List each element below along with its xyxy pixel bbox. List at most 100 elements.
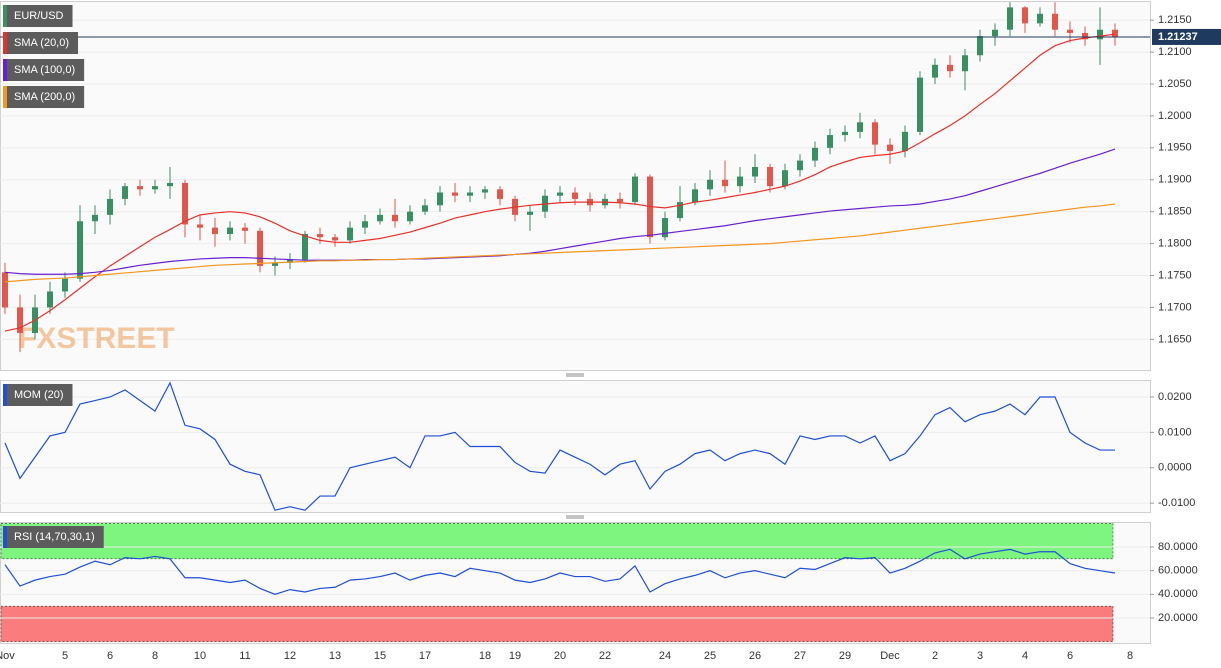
candle-body xyxy=(902,131,908,152)
y-tick-label: 1.2000 xyxy=(1158,110,1192,122)
series-line xyxy=(4,148,1116,275)
candle-body xyxy=(77,221,83,279)
x-tick-label: 2 xyxy=(932,650,938,662)
candle-body xyxy=(722,179,728,187)
candle-body xyxy=(1067,29,1073,33)
candle-body xyxy=(1022,7,1028,24)
candle-body xyxy=(212,227,218,235)
x-tick-label: 13 xyxy=(329,650,341,662)
y-tick-label: 1.1900 xyxy=(1158,174,1192,186)
candle-body xyxy=(992,29,998,37)
candle-body xyxy=(1097,29,1103,40)
y-tick-label: 1.1850 xyxy=(1158,206,1192,218)
y-tick-label: -0.0100 xyxy=(1158,497,1195,509)
candle-body xyxy=(782,170,788,187)
x-tick-label: Nov xyxy=(0,650,15,662)
y-tick-label: 1.1800 xyxy=(1158,238,1192,250)
candle-body xyxy=(932,64,938,78)
series-line xyxy=(4,33,1116,332)
legend-swatch xyxy=(3,86,7,108)
y-tick-label: 80.0000 xyxy=(1158,541,1198,553)
x-tick-label: 6 xyxy=(107,650,113,662)
legend-label: SMA (100,0) xyxy=(14,64,75,76)
candle-body xyxy=(797,160,803,171)
series-line xyxy=(4,548,1116,595)
candle-body xyxy=(332,237,338,241)
candle-body xyxy=(527,211,533,215)
legend-box xyxy=(3,5,73,27)
last-price-box xyxy=(1152,28,1221,45)
candle-body xyxy=(242,227,248,231)
y-tick-label: 1.1750 xyxy=(1158,269,1192,281)
candle-body xyxy=(857,122,863,132)
candle-body xyxy=(257,230,263,266)
candle-body xyxy=(107,198,113,215)
candle-body xyxy=(482,189,488,193)
candle-body xyxy=(377,214,383,222)
candle-body xyxy=(317,234,323,238)
candle-body xyxy=(2,272,8,308)
y-tick-label: 1.1650 xyxy=(1158,333,1192,345)
candle-body xyxy=(422,205,428,212)
candle-body xyxy=(872,122,878,145)
x-tick-label: 22 xyxy=(599,650,611,662)
candle-body xyxy=(557,192,563,196)
candle-body xyxy=(827,135,833,148)
panel-frame xyxy=(0,380,1151,513)
candle-body xyxy=(497,189,503,199)
x-tick-label: 4 xyxy=(1022,650,1028,662)
y-tick-label: 1.1700 xyxy=(1158,301,1192,313)
candle-body xyxy=(1052,13,1058,30)
candle-body xyxy=(677,202,683,219)
x-tick-label: 6 xyxy=(1067,650,1073,662)
x-tick-label: 26 xyxy=(749,650,761,662)
x-tick-label: 3 xyxy=(977,650,983,662)
x-tick-label: 19 xyxy=(509,650,521,662)
candle-body xyxy=(1112,29,1118,37)
candle-body xyxy=(92,214,98,222)
x-tick-label: 10 xyxy=(194,650,206,662)
candle-body xyxy=(812,147,818,161)
x-tick-label: 5 xyxy=(62,650,68,662)
y-tick-label: 1.2150 xyxy=(1158,14,1192,26)
zone-band xyxy=(0,523,1114,560)
candle-body xyxy=(842,131,848,136)
candle-body xyxy=(227,227,233,235)
legend-label: RSI (14,70,30,1) xyxy=(14,531,95,543)
x-tick-label: 29 xyxy=(839,650,851,662)
candle-body xyxy=(467,192,473,196)
y-tick-label: 1.2100 xyxy=(1158,46,1192,58)
x-tick-label: 11 xyxy=(239,650,250,662)
legend-label: EUR/USD xyxy=(14,10,64,22)
y-tick-label: 1.2050 xyxy=(1158,78,1192,90)
candle-body xyxy=(362,221,368,228)
panel-frame xyxy=(0,1,1151,371)
legend-label: SMA (200,0) xyxy=(14,91,75,103)
candle-body xyxy=(707,179,713,190)
legend-swatch xyxy=(3,384,7,406)
x-tick-label: 27 xyxy=(794,650,806,662)
candle-body xyxy=(437,192,443,206)
candle-body xyxy=(947,64,953,72)
candle-body xyxy=(752,166,758,177)
series-line xyxy=(4,203,1116,283)
candle-body xyxy=(977,36,983,56)
candle-body xyxy=(17,307,23,333)
candle-body xyxy=(152,186,158,190)
candle-body xyxy=(767,166,773,187)
legend-swatch xyxy=(3,32,7,54)
y-tick-label: 40.0000 xyxy=(1158,588,1198,600)
candle-body xyxy=(632,176,638,203)
candle-body xyxy=(287,259,293,263)
candle-body xyxy=(1082,32,1088,40)
candle-body xyxy=(347,227,353,241)
legend-label: SMA (20,0) xyxy=(14,37,69,49)
x-tick-label: 8 xyxy=(1127,650,1133,662)
legend-swatch xyxy=(3,59,7,81)
candle-body xyxy=(407,211,413,222)
candle-body xyxy=(1007,7,1013,30)
candle-body xyxy=(617,198,623,203)
candle-body xyxy=(137,186,143,190)
x-tick-label: 15 xyxy=(374,650,386,662)
